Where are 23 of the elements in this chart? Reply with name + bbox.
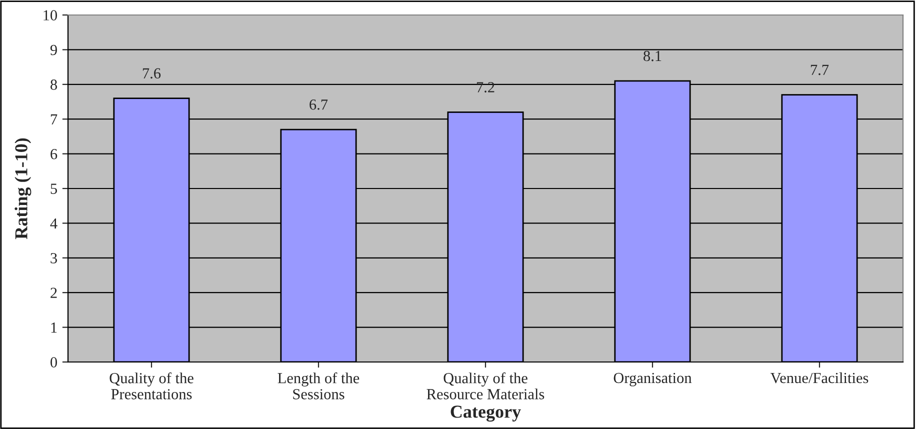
y-tick-label: 2 [50,288,57,298]
y-tick-label: 4 [50,218,58,228]
y-axis-title: Rating (1-10) [14,138,32,240]
data-label: 7.2 [476,82,494,92]
y-tick-label: 0 [50,357,57,368]
y-tick-label: 1 [51,322,57,333]
x-axis-title: Category [450,406,521,422]
data-label: 6.7 [310,99,328,110]
data-label: 8.1 [644,50,662,62]
y-tick-label: 5 [50,184,57,194]
x-tick-label: Quality of the Resource Materials [426,372,544,400]
x-tick-label: Length of the Sessions [278,372,360,400]
x-tick-label: Quality of the Presentations [110,372,194,400]
y-tick-label: 10 [44,10,57,20]
data-label: 7.7 [810,64,829,76]
y-tick-label: 9 [50,44,57,56]
y-tick-label: 8 [50,80,57,90]
y-tick-label: 7 [50,114,58,124]
y-tick-label: 6 [50,148,58,160]
x-tick-label: Venue/Facilities [770,372,868,384]
x-tick-label: Organisation [614,372,692,386]
data-label: 7.6 [142,68,161,79]
y-tick-label: 3 [50,253,57,264]
